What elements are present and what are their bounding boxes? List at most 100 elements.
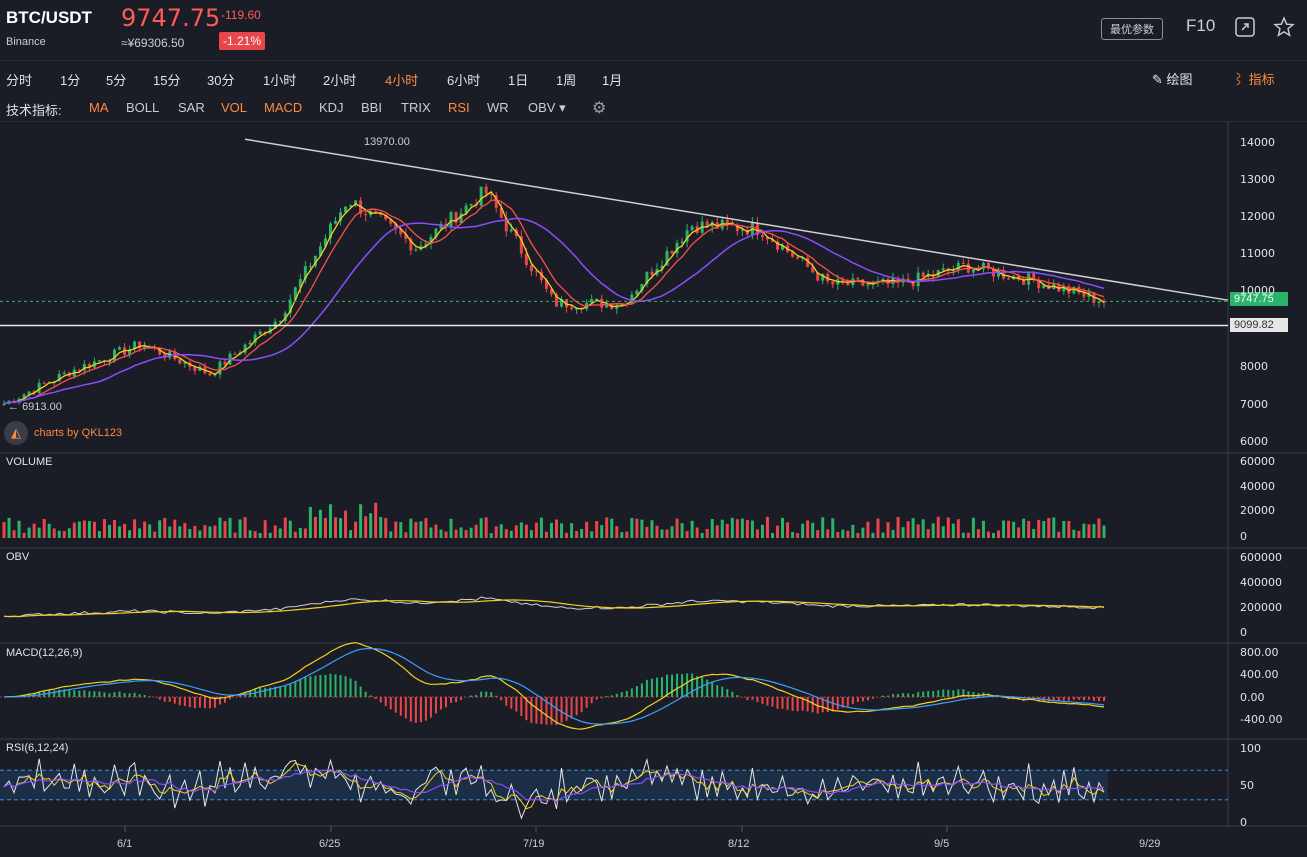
tab-timeframe-1mo[interactable]: 1月	[602, 73, 623, 88]
best-params-button[interactable]: 最优参数	[1101, 18, 1163, 40]
gear-icon[interactable]: ⚙	[592, 100, 607, 117]
candle-body	[524, 253, 528, 266]
tab-timeframe-30m[interactable]: 30分	[207, 73, 235, 88]
volume-bar	[725, 523, 729, 538]
candle-body	[133, 341, 137, 350]
macd-histogram-bar	[229, 697, 232, 700]
candle-body	[158, 347, 162, 355]
tab-timeframe-1h[interactable]: 1小时	[263, 73, 297, 88]
candle-body	[534, 271, 538, 273]
macd-histogram-bar	[796, 697, 799, 712]
tab-timeframe-2h[interactable]: 2小时	[323, 73, 357, 88]
macd-histogram-bar	[866, 697, 869, 701]
candle-body	[444, 223, 448, 227]
candle-body	[248, 342, 252, 345]
candle-body	[519, 236, 523, 254]
indicator-bbi[interactable]: BBI	[361, 100, 382, 115]
macd-histogram-bar	[379, 697, 382, 703]
chart-area[interactable]: 13970.00 ← 6913.00 ◭ charts by QKL123 97…	[0, 122, 1307, 857]
volume-bar	[936, 516, 940, 538]
volume-bar	[896, 517, 900, 538]
indicator-ma[interactable]: MA	[89, 100, 109, 115]
volume-bar	[183, 522, 187, 538]
indicator-sar[interactable]: SAR	[178, 100, 205, 115]
volume-bar	[168, 526, 172, 538]
draw-button[interactable]: ✎ 绘图	[1152, 72, 1193, 87]
tab-timeframe-4h[interactable]: 4小时	[385, 73, 419, 88]
macd-histogram-bar	[922, 691, 925, 697]
macd-histogram-bar	[640, 683, 643, 697]
candle-body	[183, 362, 187, 364]
tab-timeframe-5m[interactable]: 5分	[106, 73, 127, 88]
macd-histogram-bar	[369, 695, 372, 697]
macd-histogram-bar	[590, 697, 593, 704]
draw-label: 绘图	[1166, 72, 1193, 87]
macd-histogram-bar	[450, 697, 453, 703]
candle-body	[826, 274, 830, 282]
volume-bar	[123, 523, 127, 538]
indicator-button[interactable]: ⌇ 指标	[1232, 72, 1275, 87]
volume-bar	[313, 516, 317, 538]
candle-body	[374, 210, 378, 213]
macd-histogram-bar	[414, 697, 417, 723]
tab-timeframe-1d[interactable]: 1日	[508, 73, 529, 88]
indicator-boll[interactable]: BOLL	[126, 100, 160, 115]
macd-histogram-bar	[495, 695, 498, 697]
volume-bar	[981, 520, 985, 538]
tab-timeframe-6h[interactable]: 6小时	[447, 73, 481, 88]
candle-body	[479, 186, 483, 206]
macd-histogram-bar	[404, 697, 407, 719]
tab-timeframe-15m[interactable]: 15分	[153, 73, 181, 88]
volume-bar	[971, 517, 975, 538]
indicator-vol[interactable]: VOL	[221, 100, 248, 115]
volume-bar	[118, 526, 122, 538]
volume-bar	[484, 517, 488, 538]
indicator-wr[interactable]: WR	[487, 100, 509, 115]
volume-bar	[369, 513, 373, 538]
candle-body	[253, 334, 257, 343]
volume-bar	[1022, 518, 1026, 538]
macd-histogram-bar	[168, 697, 171, 702]
macd-histogram-bar	[480, 691, 483, 697]
f10-button[interactable]: F10	[1186, 16, 1216, 35]
candle-body	[560, 298, 564, 307]
macd-histogram-bar	[927, 690, 930, 697]
volume-bar	[680, 523, 684, 538]
candle-body	[379, 212, 383, 215]
macd-histogram-bar	[907, 693, 910, 697]
candle-body	[690, 226, 694, 231]
tab-timeframe-tick[interactable]: 分时	[6, 73, 33, 88]
obv-axis-label: 600000	[1240, 551, 1282, 564]
candle-body	[951, 270, 955, 272]
volume-bar	[334, 517, 338, 538]
candle-body	[424, 243, 428, 246]
indicator-macd[interactable]: MACD	[264, 100, 303, 115]
indicator-rsi[interactable]: RSI	[448, 100, 470, 115]
rsi12-line	[3, 762, 1105, 810]
candle-body	[650, 271, 654, 275]
candle-body	[22, 394, 26, 399]
tab-timeframe-1w[interactable]: 1周	[556, 73, 577, 88]
indicator-kdj[interactable]: KDJ	[319, 100, 344, 115]
indicator-trix[interactable]: TRIX	[401, 100, 431, 115]
star-icon[interactable]	[1273, 16, 1295, 38]
volume-bar	[1097, 518, 1101, 538]
macd-histogram-bar	[1087, 697, 1090, 700]
volume-bar	[218, 517, 222, 538]
candle-body	[128, 349, 132, 355]
indicator-obv-dropdown[interactable]: OBV ▾	[528, 100, 566, 115]
volume-bar	[816, 530, 820, 538]
candle-body	[961, 262, 965, 264]
expand-icon[interactable]	[1234, 16, 1256, 38]
volume-bar	[143, 521, 147, 538]
macd-histogram-bar	[1097, 697, 1100, 702]
tab-timeframe-1m[interactable]: 1分	[60, 73, 81, 88]
date-axis-label: 7/19	[523, 838, 545, 850]
volume-bar	[570, 523, 574, 538]
volume-bar	[565, 532, 569, 538]
candle-body	[208, 373, 212, 376]
support-price-tag: 9099.82	[1230, 318, 1288, 332]
pair-name: BTC/USDT	[6, 8, 92, 27]
volume-axis-label: 60000	[1240, 455, 1275, 468]
macd-histogram-bar	[1062, 697, 1065, 701]
